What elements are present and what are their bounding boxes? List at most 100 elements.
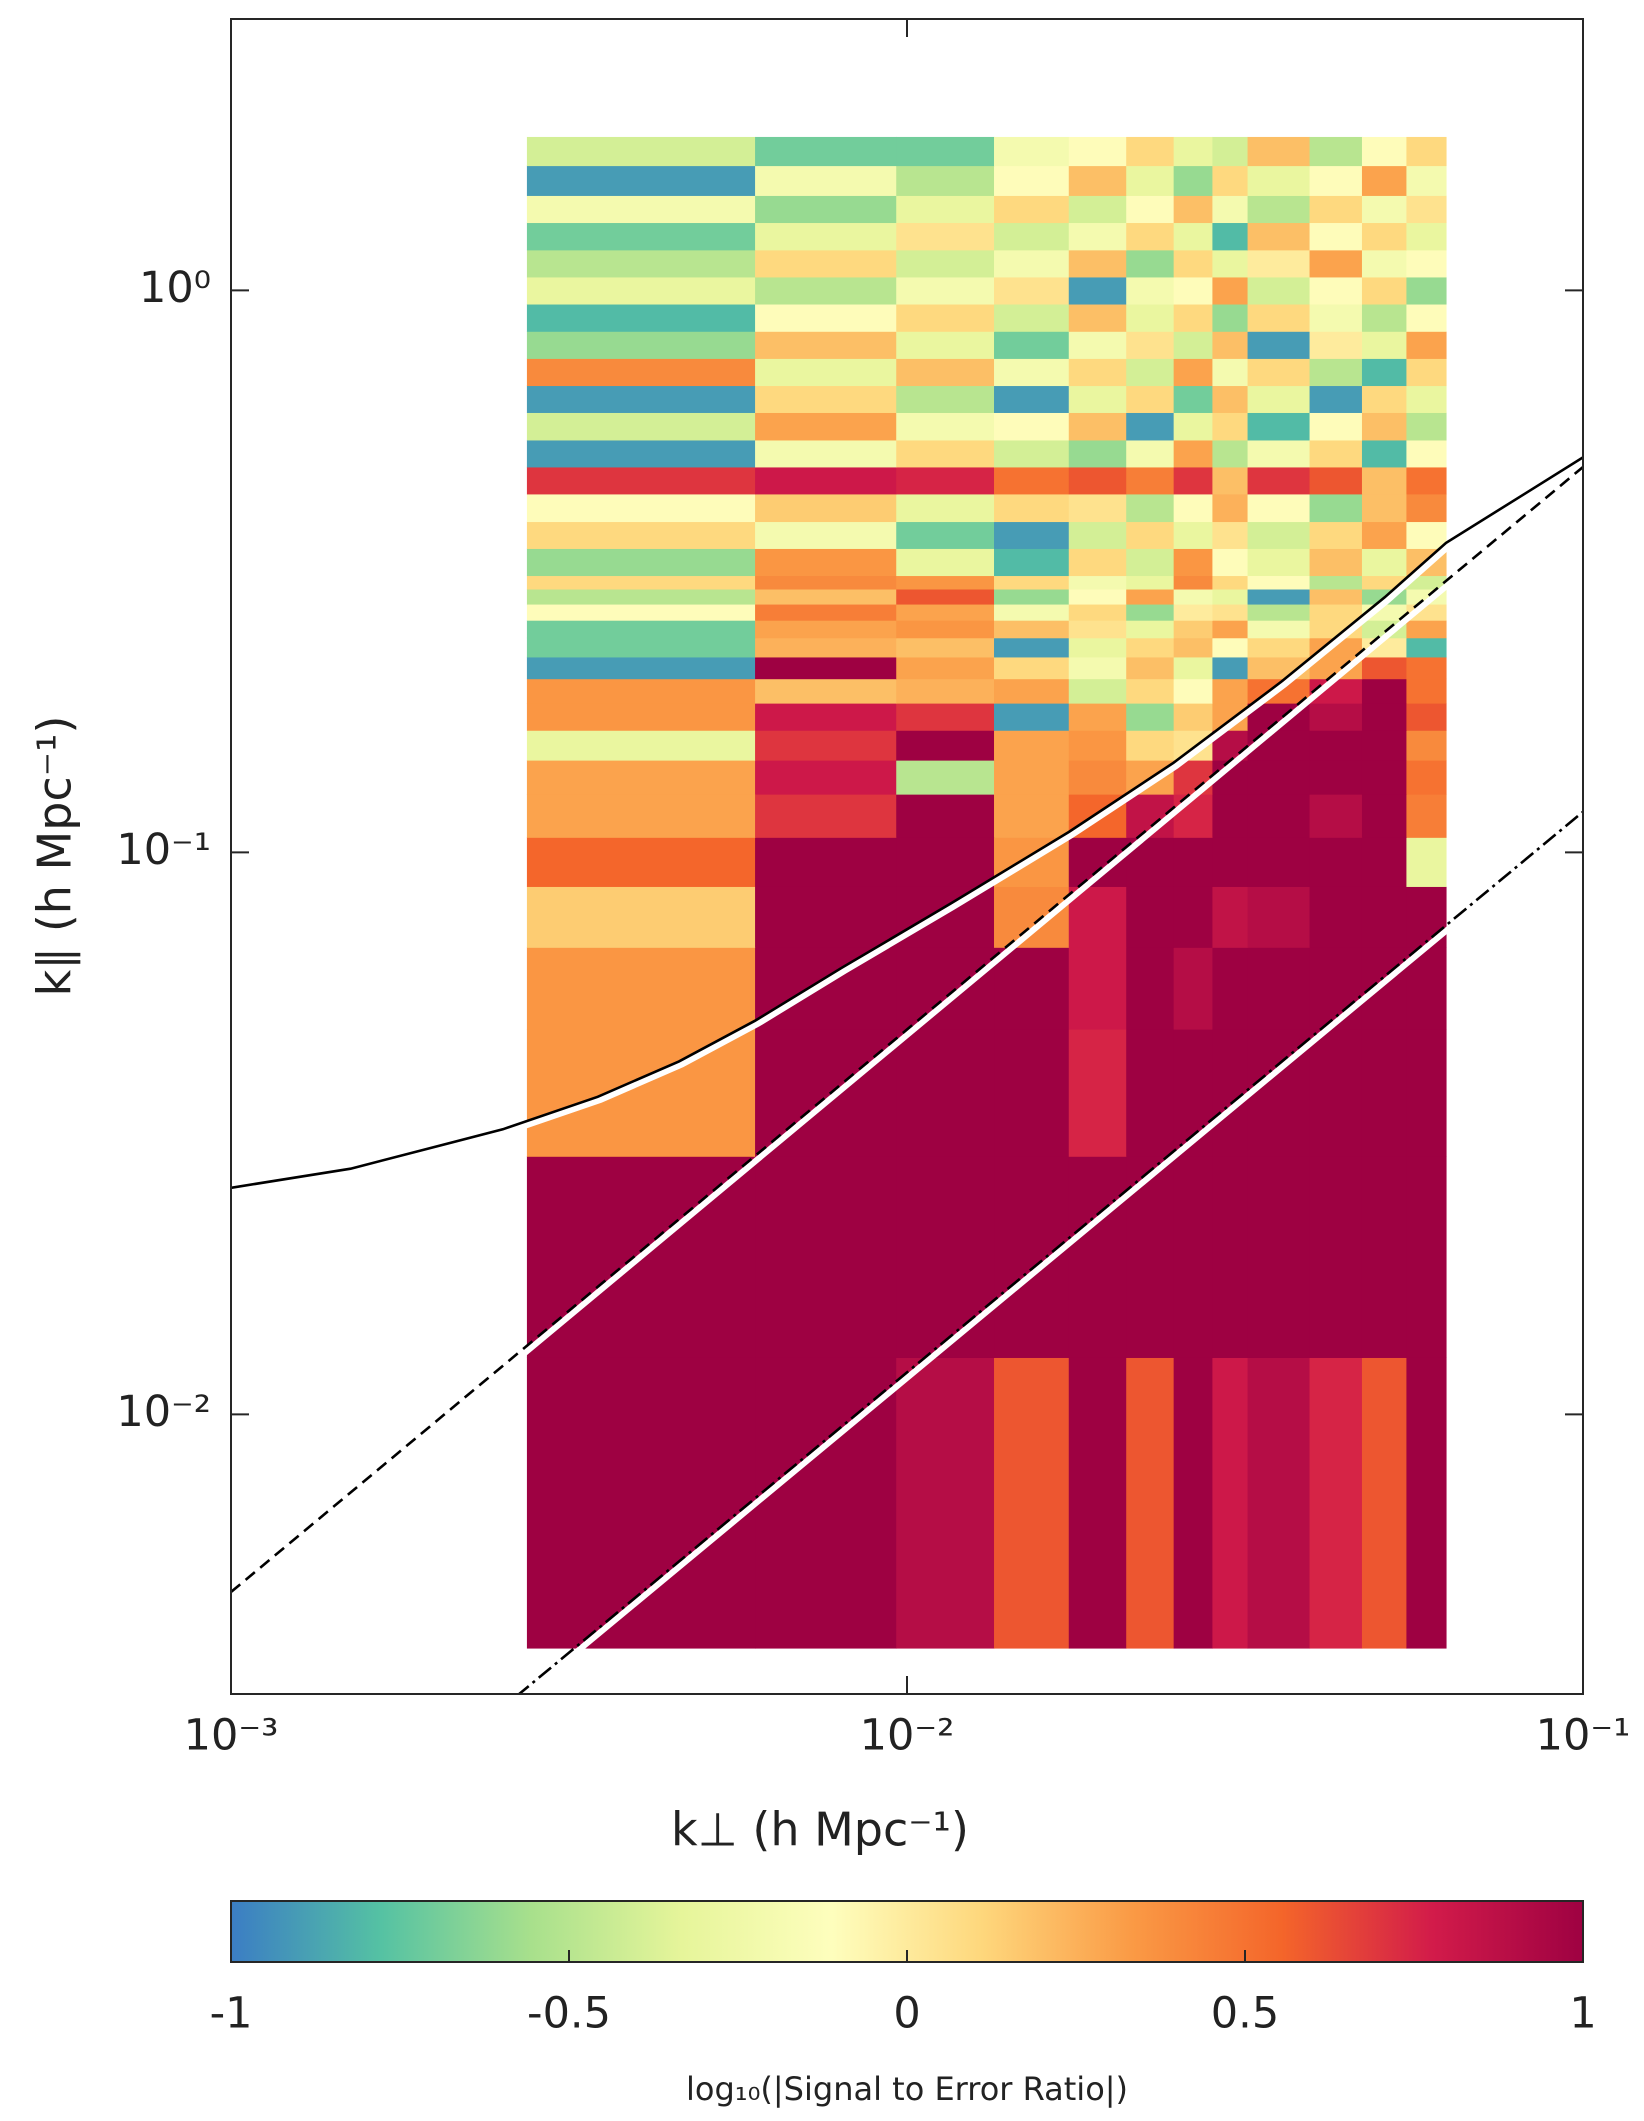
- heatmap-cell: [994, 730, 1070, 761]
- curve: [231, 466, 1583, 1593]
- y-axis-label: k∥ (h Mpc⁻¹): [28, 716, 82, 997]
- heatmap-cell: [1068, 588, 1127, 605]
- heatmap-cell: [1309, 1028, 1363, 1157]
- heatmap-cell: [1173, 620, 1214, 639]
- heatmap-cell: [1406, 303, 1447, 332]
- heatmap-cell: [896, 165, 995, 196]
- heatmap-cell: [526, 730, 756, 761]
- heatmap-cell: [994, 656, 1070, 680]
- heatmap-cell: [1126, 886, 1175, 948]
- heatmap-cell: [1212, 637, 1249, 658]
- heatmap-cell: [1212, 195, 1249, 224]
- heatmap-cell: [994, 331, 1070, 359]
- heatmap-cell: [1309, 222, 1363, 251]
- heatmap-cell: [896, 548, 995, 577]
- heatmap-cell: [896, 837, 995, 887]
- heatmap-cell: [1361, 385, 1408, 413]
- heatmap-cell: [1126, 412, 1175, 441]
- heatmap-cell: [1126, 1357, 1175, 1649]
- heatmap-cell: [1247, 521, 1311, 549]
- heatmap-cell: [526, 1357, 756, 1649]
- heatmap-cell: [1406, 136, 1447, 167]
- heatmap-cell: [526, 794, 756, 838]
- heatmap-cell: [1068, 331, 1127, 359]
- heatmap-cell: [1247, 439, 1311, 468]
- heatmap-cell: [1212, 493, 1249, 523]
- heatmap-cell: [755, 249, 897, 278]
- heatmap-cell: [1309, 521, 1363, 549]
- heatmap-cell: [1126, 678, 1175, 704]
- heatmap-cell: [1309, 331, 1363, 359]
- curve-halo: [232, 468, 1583, 1598]
- heatmap-cell: [755, 620, 897, 639]
- heatmap-cell: [1126, 637, 1175, 658]
- heatmap-cell: [1247, 331, 1311, 359]
- heatmap-cell: [755, 678, 897, 704]
- heatmap-cell: [1068, 575, 1127, 590]
- heatmap-cell: [526, 837, 756, 887]
- heatmap-cell: [1126, 947, 1175, 1030]
- heatmap-cell: [896, 656, 995, 680]
- heatmap-cell: [1212, 249, 1249, 278]
- heatmap-cell: [1212, 466, 1249, 495]
- heatmap-cell: [1361, 331, 1408, 359]
- heatmap-cell: [1361, 493, 1408, 523]
- heatmap-cell: [755, 794, 897, 838]
- heatmap-cell: [1406, 1156, 1447, 1358]
- heatmap-cell: [1361, 222, 1408, 251]
- heatmap-cell: [1247, 1156, 1311, 1358]
- heatmap-cell: [1406, 703, 1447, 731]
- heatmap-cell: [994, 603, 1070, 621]
- heatmap-cell: [1361, 1357, 1408, 1649]
- heatmap-cell: [1406, 412, 1447, 441]
- y-tick-label: 10⁻²: [116, 1387, 211, 1437]
- heatmap-cell: [1247, 588, 1311, 605]
- heatmap-cell: [1406, 760, 1447, 795]
- colorbar-tick-label: 0.5: [1211, 1989, 1279, 2039]
- heatmap-cell: [526, 588, 756, 605]
- heatmap-cell: [896, 886, 995, 948]
- heatmap-cell: [1212, 656, 1249, 680]
- heatmap-cell: [1361, 195, 1408, 224]
- heatmap-cell: [1309, 548, 1363, 577]
- heatmap-cell: [1212, 1156, 1249, 1358]
- heatmap-cell: [1247, 249, 1311, 278]
- y-tick-label: 10⁻¹: [116, 825, 211, 875]
- heatmap-cell: [994, 358, 1070, 387]
- heatmap-cell: [1361, 656, 1408, 680]
- heatmap-cell: [1361, 1028, 1408, 1157]
- y-tick-label: 10⁰: [139, 263, 211, 313]
- heatmap-cell: [1309, 358, 1363, 387]
- heatmap-cell: [1173, 947, 1214, 1030]
- heatmap-cell: [1212, 794, 1249, 838]
- heatmap-cell: [1068, 886, 1127, 948]
- heatmap-cell: [526, 637, 756, 658]
- heatmap-cell: [994, 385, 1070, 413]
- curve: [231, 456, 1583, 1190]
- heatmap-cell: [1309, 136, 1363, 167]
- heatmap-cell: [994, 412, 1070, 441]
- heatmap-cell: [1068, 1028, 1127, 1157]
- heatmap-cell: [994, 947, 1070, 1030]
- heatmap-cell: [1173, 385, 1214, 413]
- heatmap-cell: [1126, 222, 1175, 251]
- heatmap-cell: [1406, 794, 1447, 838]
- heatmap-cell: [1406, 620, 1447, 639]
- heatmap-cell: [1212, 588, 1249, 605]
- heatmap-cell: [526, 703, 756, 731]
- heatmap-cell: [1309, 575, 1363, 590]
- heatmap-cell: [526, 466, 756, 495]
- heatmap-cell: [1126, 603, 1175, 621]
- heatmap-cell: [994, 195, 1070, 224]
- heatmap-cell: [1126, 136, 1175, 167]
- heatmap-cell: [1361, 249, 1408, 278]
- heatmap-cell: [755, 165, 897, 196]
- heatmap-cell: [1406, 575, 1447, 590]
- heatmap-cell: [896, 358, 995, 387]
- heatmap-cell: [896, 947, 995, 1030]
- heatmap-cell: [1406, 165, 1447, 196]
- heatmap-cell: [1068, 1156, 1127, 1358]
- heatmap-cell: [896, 1357, 995, 1649]
- heatmap-cell: [1126, 165, 1175, 196]
